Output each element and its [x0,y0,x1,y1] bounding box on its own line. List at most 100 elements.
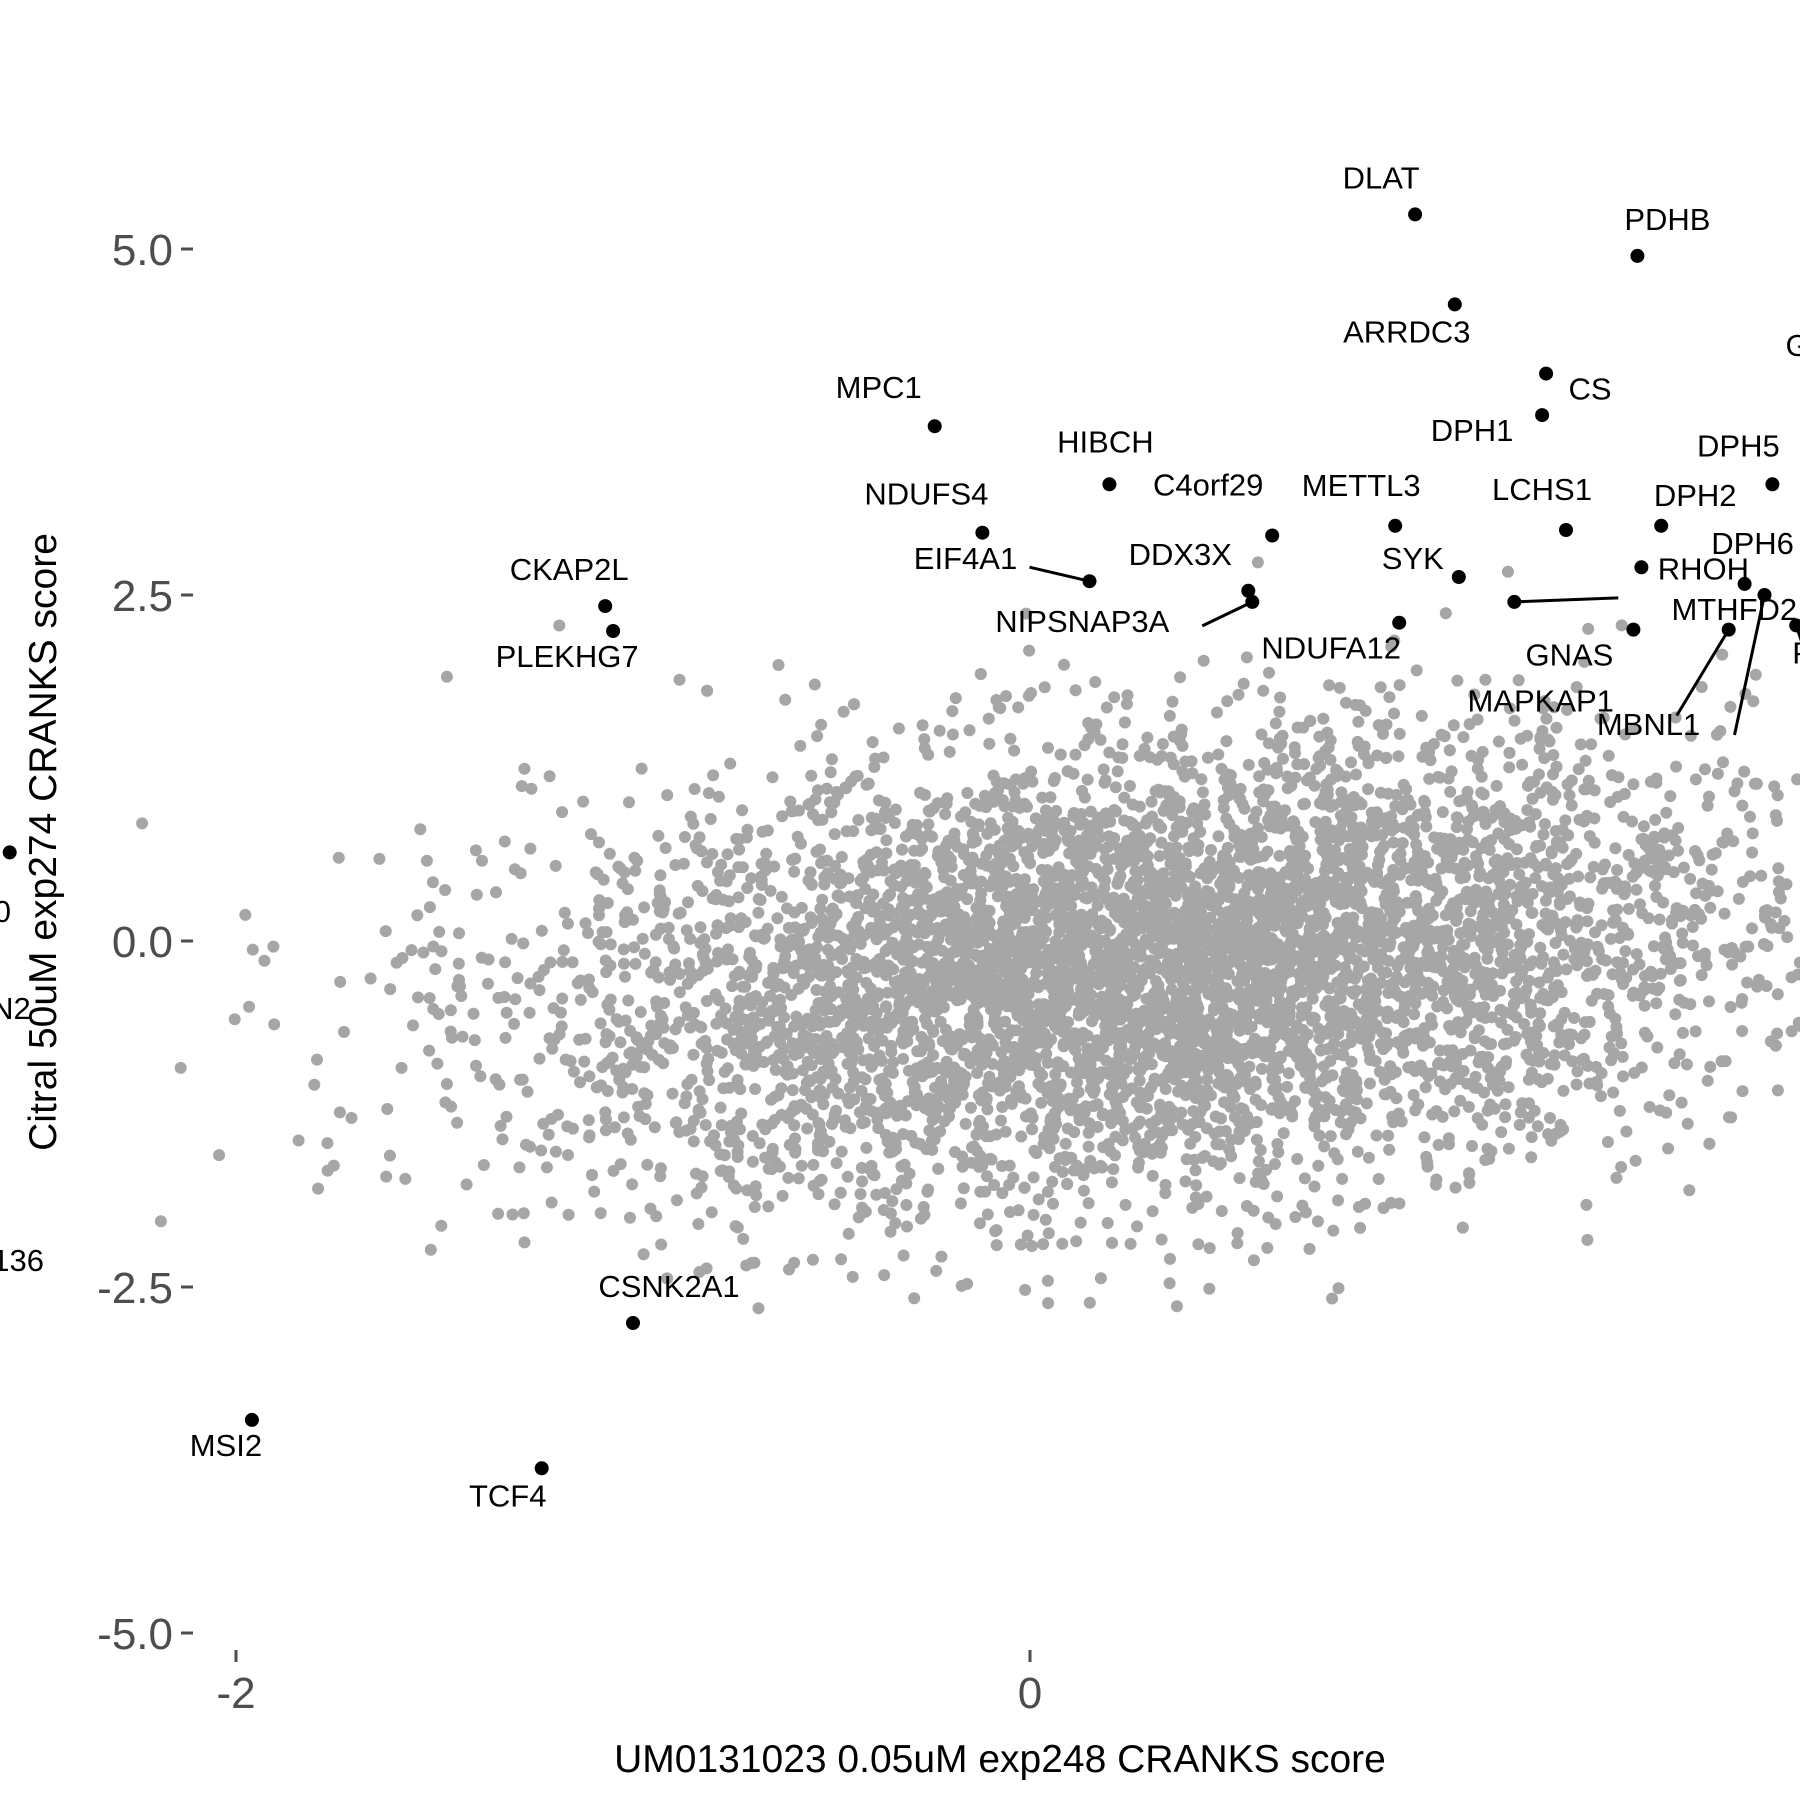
background-point [1544,1057,1557,1070]
background-point [1049,1068,1062,1081]
background-point [1103,746,1116,759]
background-point [1345,756,1357,769]
background-point [724,912,737,925]
background-point [1363,1047,1376,1060]
background-point [1030,1147,1043,1160]
background-point [1083,1296,1096,1309]
background-point [732,1139,745,1152]
background-point [1085,881,1098,894]
background-point [824,796,836,809]
background-point [258,954,271,967]
background-point [1407,1089,1420,1101]
background-point [508,1017,520,1030]
background-point [1499,1098,1512,1111]
background-point [700,995,713,1007]
background-point [1261,1241,1274,1254]
background-point [1334,987,1347,1000]
background-point [1402,1061,1415,1074]
background-point [825,806,838,819]
background-point [474,1070,487,1083]
background-point [714,1148,727,1161]
background-point [897,1249,910,1262]
background-point [1211,706,1223,719]
background-point [805,769,818,782]
background-point [1711,767,1724,780]
background-point [511,972,524,985]
background-point [1587,860,1600,873]
background-point [905,1129,918,1142]
background-point [1121,689,1134,702]
background-point [1308,1120,1321,1133]
background-point [489,1073,502,1086]
background-point [1061,1177,1074,1190]
background-point [1087,1086,1100,1099]
background-point [728,970,741,982]
background-point [1502,1081,1515,1094]
background-point [965,815,978,828]
background-point [860,1141,873,1154]
background-point [411,909,424,922]
background-point [1077,865,1089,878]
background-point [1035,1096,1048,1109]
background-point [1792,1016,1800,1029]
background-point [1082,1140,1095,1153]
background-point [332,851,345,864]
background-point [1549,825,1562,837]
background-point [972,930,985,943]
background-point [1050,939,1063,952]
background-point [792,1172,805,1185]
background-point [846,1270,859,1283]
background-point [1462,1100,1475,1113]
background-point [638,1061,651,1074]
background-point [1018,772,1031,785]
background-point [722,1170,735,1183]
background-point [887,1056,900,1069]
background-point [1534,941,1547,954]
background-point [644,1202,657,1215]
background-point [1041,1056,1054,1069]
background-point [1179,755,1192,768]
background-point [681,1078,694,1091]
background-point [771,912,784,925]
background-point [1793,956,1800,969]
background-point [1533,742,1546,755]
background-point [943,745,956,758]
background-point [1453,982,1466,995]
background-point [1604,932,1617,945]
background-point [819,1001,832,1014]
background-point [574,993,587,1006]
background-point [998,800,1011,813]
background-point [1747,695,1760,708]
background-point [599,1124,612,1137]
background-point [1710,728,1723,741]
background-point [1405,874,1418,887]
background-point [1002,811,1015,824]
background-point [767,978,780,991]
background-point [1205,844,1217,856]
background-point [733,1123,746,1136]
background-point [549,1145,562,1158]
background-point [1247,1254,1260,1267]
background-point [1724,700,1737,713]
background-point [717,1082,730,1095]
background-point [1501,1037,1513,1050]
background-point [1308,1180,1321,1193]
background-point [1396,803,1409,816]
background-point [968,990,981,1003]
background-point [583,982,596,994]
background-point [983,737,996,750]
background-point [930,1264,943,1277]
background-point [1163,1277,1176,1290]
background-point [427,1003,440,1015]
background-point [1410,838,1423,851]
background-point [1538,818,1551,831]
background-point [1000,892,1012,905]
background-point [877,751,890,764]
background-point [978,789,991,802]
background-point [673,986,686,999]
background-point [1198,1032,1211,1045]
background-point [506,1208,519,1221]
background-point [1559,916,1572,929]
background-point [752,1302,765,1315]
background-point [1609,842,1622,855]
